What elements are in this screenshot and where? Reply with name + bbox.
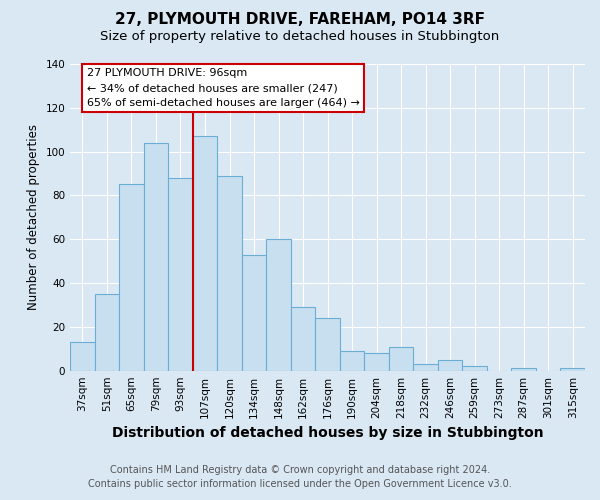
Bar (95, 294, 119, 370)
Y-axis label: Number of detached properties: Number of detached properties (27, 124, 40, 310)
Bar (193, 136, 217, 370)
Bar (463, 366, 487, 370)
Text: Contains HM Land Registry data © Crown copyright and database right 2024.
Contai: Contains HM Land Registry data © Crown c… (88, 465, 512, 489)
Bar (217, 176, 242, 370)
Bar (364, 353, 389, 370)
Bar (413, 364, 438, 370)
Bar (511, 368, 536, 370)
Bar (438, 360, 463, 370)
Text: Size of property relative to detached houses in Stubbington: Size of property relative to detached ho… (100, 30, 500, 43)
X-axis label: Distribution of detached houses by size in Stubbington: Distribution of detached houses by size … (112, 426, 544, 440)
Bar (340, 351, 364, 370)
Bar (291, 307, 316, 370)
Bar (560, 368, 585, 370)
Text: 27, PLYMOUTH DRIVE, FAREHAM, PO14 3RF: 27, PLYMOUTH DRIVE, FAREHAM, PO14 3RF (115, 12, 485, 28)
Bar (144, 143, 168, 370)
Bar (70, 342, 95, 370)
Text: 27 PLYMOUTH DRIVE: 96sqm
← 34% of detached houses are smaller (247)
65% of semi-: 27 PLYMOUTH DRIVE: 96sqm ← 34% of detach… (87, 68, 360, 108)
Bar (119, 184, 144, 370)
Bar (316, 318, 340, 370)
Bar (168, 178, 193, 370)
Bar (266, 239, 291, 370)
Bar (242, 254, 266, 370)
Bar (389, 346, 413, 370)
